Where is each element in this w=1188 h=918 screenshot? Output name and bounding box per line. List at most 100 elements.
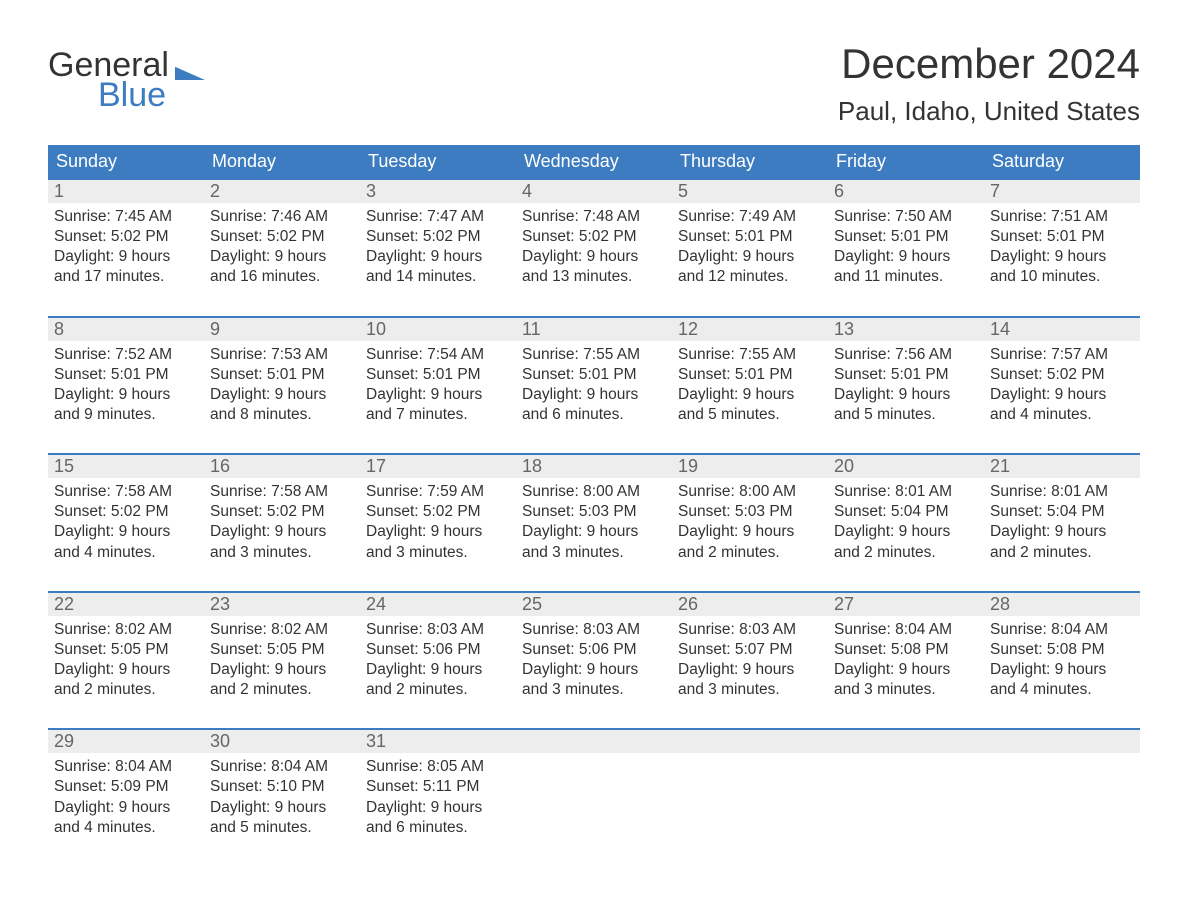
day-cell: 5Sunrise: 7:49 AMSunset: 5:01 PMDaylight… <box>672 178 828 316</box>
daylight-line2: and 2 minutes. <box>678 543 822 563</box>
daylight-line2: and 2 minutes. <box>54 680 198 700</box>
sunrise-text: Sunrise: 7:56 AM <box>834 345 978 365</box>
day-number: 7 <box>984 180 1140 203</box>
daylight-line2: and 4 minutes. <box>54 818 198 838</box>
sunset-text: Sunset: 5:02 PM <box>210 227 354 247</box>
day-number: 4 <box>516 180 672 203</box>
logo-text-blue: Blue <box>98 78 205 112</box>
day-number: 12 <box>672 318 828 341</box>
day-number: 31 <box>360 730 516 753</box>
day-body: Sunrise: 8:05 AMSunset: 5:11 PMDaylight:… <box>360 753 516 838</box>
daylight-line2: and 6 minutes. <box>366 818 510 838</box>
daylight-line1: Daylight: 9 hours <box>54 798 198 818</box>
day-cell: 26Sunrise: 8:03 AMSunset: 5:07 PMDayligh… <box>672 591 828 729</box>
sunset-text: Sunset: 5:01 PM <box>834 227 978 247</box>
daylight-line1: Daylight: 9 hours <box>210 660 354 680</box>
day-body: Sunrise: 7:45 AMSunset: 5:02 PMDaylight:… <box>48 203 204 288</box>
day-cell: 8Sunrise: 7:52 AMSunset: 5:01 PMDaylight… <box>48 316 204 454</box>
page-title: December 2024 <box>838 40 1140 88</box>
sunset-text: Sunset: 5:01 PM <box>210 365 354 385</box>
day-number: 28 <box>984 593 1140 616</box>
day-body: Sunrise: 8:03 AMSunset: 5:06 PMDaylight:… <box>516 616 672 701</box>
day-body: Sunrise: 8:03 AMSunset: 5:06 PMDaylight:… <box>360 616 516 701</box>
sunrise-text: Sunrise: 8:04 AM <box>210 757 354 777</box>
day-cell: 21Sunrise: 8:01 AMSunset: 5:04 PMDayligh… <box>984 453 1140 591</box>
day-number: 29 <box>48 730 204 753</box>
daylight-line1: Daylight: 9 hours <box>522 522 666 542</box>
sunrise-text: Sunrise: 7:48 AM <box>522 207 666 227</box>
day-cell: 28Sunrise: 8:04 AMSunset: 5:08 PMDayligh… <box>984 591 1140 729</box>
day-number: 9 <box>204 318 360 341</box>
day-number: 30 <box>204 730 360 753</box>
daylight-line2: and 2 minutes. <box>210 680 354 700</box>
daylight-line1: Daylight: 9 hours <box>210 522 354 542</box>
day-cell: 23Sunrise: 8:02 AMSunset: 5:05 PMDayligh… <box>204 591 360 729</box>
sunrise-text: Sunrise: 8:01 AM <box>834 482 978 502</box>
day-cell: 9Sunrise: 7:53 AMSunset: 5:01 PMDaylight… <box>204 316 360 454</box>
day-number: 5 <box>672 180 828 203</box>
daylight-line1: Daylight: 9 hours <box>990 660 1134 680</box>
daylight-line1: Daylight: 9 hours <box>990 247 1134 267</box>
day-number: 20 <box>828 455 984 478</box>
day-body: Sunrise: 8:02 AMSunset: 5:05 PMDaylight:… <box>204 616 360 701</box>
sunset-text: Sunset: 5:10 PM <box>210 777 354 797</box>
sunrise-text: Sunrise: 8:04 AM <box>54 757 198 777</box>
logo: General Blue <box>48 40 205 112</box>
daylight-line2: and 17 minutes. <box>54 267 198 287</box>
daylight-line1: Daylight: 9 hours <box>366 522 510 542</box>
empty-daynum <box>984 730 1140 753</box>
empty-daynum <box>828 730 984 753</box>
day-body: Sunrise: 8:04 AMSunset: 5:09 PMDaylight:… <box>48 753 204 838</box>
daylight-line1: Daylight: 9 hours <box>834 522 978 542</box>
daylight-line1: Daylight: 9 hours <box>54 522 198 542</box>
daylight-line1: Daylight: 9 hours <box>990 385 1134 405</box>
day-cell: 25Sunrise: 8:03 AMSunset: 5:06 PMDayligh… <box>516 591 672 729</box>
sunset-text: Sunset: 5:02 PM <box>990 365 1134 385</box>
sunrise-text: Sunrise: 8:02 AM <box>54 620 198 640</box>
day-body: Sunrise: 7:51 AMSunset: 5:01 PMDaylight:… <box>984 203 1140 288</box>
sunrise-text: Sunrise: 7:51 AM <box>990 207 1134 227</box>
sunset-text: Sunset: 5:07 PM <box>678 640 822 660</box>
day-number: 17 <box>360 455 516 478</box>
day-cell: 24Sunrise: 8:03 AMSunset: 5:06 PMDayligh… <box>360 591 516 729</box>
daylight-line2: and 3 minutes. <box>678 680 822 700</box>
sunset-text: Sunset: 5:01 PM <box>54 365 198 385</box>
sunset-text: Sunset: 5:09 PM <box>54 777 198 797</box>
daylight-line2: and 6 minutes. <box>522 405 666 425</box>
sunrise-text: Sunrise: 8:05 AM <box>366 757 510 777</box>
sunset-text: Sunset: 5:02 PM <box>54 227 198 247</box>
day-cell: 10Sunrise: 7:54 AMSunset: 5:01 PMDayligh… <box>360 316 516 454</box>
sunrise-text: Sunrise: 8:03 AM <box>522 620 666 640</box>
day-cell: 1Sunrise: 7:45 AMSunset: 5:02 PMDaylight… <box>48 178 204 316</box>
day-number: 10 <box>360 318 516 341</box>
logo-triangle-icon <box>175 58 205 80</box>
sunset-text: Sunset: 5:11 PM <box>366 777 510 797</box>
day-body: Sunrise: 7:52 AMSunset: 5:01 PMDaylight:… <box>48 341 204 426</box>
sunset-text: Sunset: 5:04 PM <box>834 502 978 522</box>
daylight-line1: Daylight: 9 hours <box>678 247 822 267</box>
daylight-line2: and 2 minutes. <box>834 543 978 563</box>
day-number: 25 <box>516 593 672 616</box>
sunset-text: Sunset: 5:01 PM <box>678 365 822 385</box>
day-body: Sunrise: 8:03 AMSunset: 5:07 PMDaylight:… <box>672 616 828 701</box>
header: General Blue December 2024 Paul, Idaho, … <box>48 40 1140 127</box>
day-body: Sunrise: 7:55 AMSunset: 5:01 PMDaylight:… <box>672 341 828 426</box>
sunset-text: Sunset: 5:02 PM <box>366 502 510 522</box>
day-cell: 18Sunrise: 8:00 AMSunset: 5:03 PMDayligh… <box>516 453 672 591</box>
daylight-line1: Daylight: 9 hours <box>834 247 978 267</box>
sunrise-text: Sunrise: 7:58 AM <box>54 482 198 502</box>
sunset-text: Sunset: 5:03 PM <box>678 502 822 522</box>
sunrise-text: Sunrise: 7:50 AM <box>834 207 978 227</box>
day-body: Sunrise: 7:57 AMSunset: 5:02 PMDaylight:… <box>984 341 1140 426</box>
daylight-line2: and 3 minutes. <box>366 543 510 563</box>
sunrise-text: Sunrise: 7:46 AM <box>210 207 354 227</box>
sunrise-text: Sunrise: 8:04 AM <box>834 620 978 640</box>
day-number: 3 <box>360 180 516 203</box>
day-number: 13 <box>828 318 984 341</box>
daylight-line1: Daylight: 9 hours <box>366 798 510 818</box>
daylight-line1: Daylight: 9 hours <box>366 247 510 267</box>
day-body: Sunrise: 7:46 AMSunset: 5:02 PMDaylight:… <box>204 203 360 288</box>
daylight-line1: Daylight: 9 hours <box>834 385 978 405</box>
day-cell: 6Sunrise: 7:50 AMSunset: 5:01 PMDaylight… <box>828 178 984 316</box>
day-number: 11 <box>516 318 672 341</box>
